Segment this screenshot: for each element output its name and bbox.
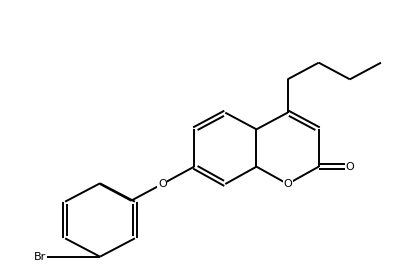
Text: O: O — [283, 179, 292, 189]
Text: O: O — [158, 179, 167, 189]
Text: Br: Br — [34, 252, 46, 262]
Text: O: O — [345, 162, 354, 172]
